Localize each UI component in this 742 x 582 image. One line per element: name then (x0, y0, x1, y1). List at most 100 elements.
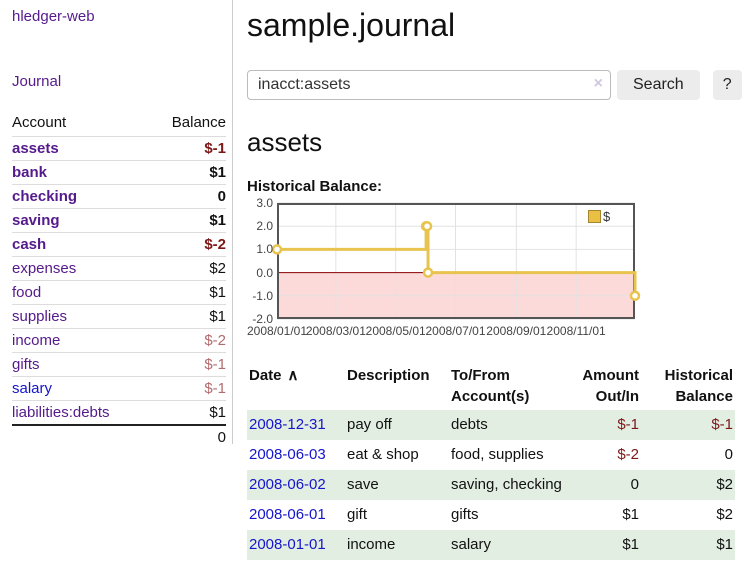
account-link-salary[interactable]: salary (12, 380, 53, 397)
account-link-gifts[interactable]: gifts (12, 356, 40, 373)
clear-search-icon[interactable]: × (593, 75, 603, 92)
register-accounts: salary (451, 536, 492, 553)
account-balance: $1 (149, 400, 226, 425)
account-row: salary $-1 (12, 376, 226, 401)
account-balance: $-2 (149, 328, 226, 353)
legend-label: $ (603, 209, 611, 224)
accounts-total-row: 0 (12, 424, 226, 449)
account-row: liabilities:debts $1 (12, 400, 226, 425)
account-balance: $1 (149, 280, 226, 305)
account-link-income[interactable]: income (12, 332, 61, 349)
account-balance: $1 (149, 160, 226, 185)
data-point-marker (422, 267, 434, 278)
account-balance: $-1 (149, 376, 226, 401)
register-header-accounts: To/From Account(s) (451, 367, 530, 405)
y-axis-tick: 2.0 (256, 219, 273, 234)
y-axis-tick: -1.0 (252, 288, 273, 303)
x-axis-tick: 2008/07/01 (425, 324, 486, 338)
register-header-row: Date ∧ Description To/From Account(s) Amo… (247, 362, 735, 410)
search-input[interactable] (247, 70, 611, 100)
register-header-description: Description (347, 367, 430, 384)
register-table: Date ∧ Description To/From Account(s) Amo… (247, 362, 735, 560)
register-header-balance: Historical Balance (664, 367, 733, 405)
page-title: sample.journal (247, 7, 456, 43)
account-heading: assets (247, 127, 323, 157)
data-point-marker (271, 244, 283, 255)
register-amount: $1 (622, 506, 639, 523)
legend-swatch-icon (588, 210, 601, 223)
register-description: pay off (347, 416, 392, 433)
account-row: expenses $2 (12, 256, 226, 281)
register-description: eat & shop (347, 446, 419, 463)
account-link-expenses[interactable]: expenses (12, 260, 77, 277)
help-button[interactable]: ? (712, 70, 742, 100)
register-body: 2008-12-31 pay off debts $-1 $-1 2008-06-03 ea… (247, 410, 735, 560)
account-link-bank[interactable]: bank (12, 164, 48, 181)
register-date-link[interactable]: 2008-06-01 (249, 506, 326, 523)
chart-plot-area (271, 202, 641, 320)
main-content: sample.journal × Search ? assets Histori… (246, 0, 742, 560)
account-link-cash[interactable]: cash (12, 236, 47, 253)
account-balance: $1 (149, 208, 226, 233)
historical-balance-chart: $ 3.0 2.0 1.0 0.0 -1.0 -2.0 2008/01/01 2008/03/… (246, 196, 739, 345)
account-balance: $-2 (149, 232, 226, 257)
account-row: food $1 (12, 280, 226, 305)
register-amount: $-1 (617, 416, 639, 433)
account-link-liabilities-debts[interactable]: liabilities:debts (12, 404, 110, 421)
register-description: gift (347, 506, 368, 523)
accounts-header-row: Account Balance (12, 111, 226, 137)
account-row: checking 0 (12, 184, 226, 209)
register-accounts: food, supplies (451, 446, 544, 463)
y-axis-tick: 3.0 (256, 196, 273, 210)
account-row: saving $1 (12, 208, 226, 233)
accounts-total-value: 0 (149, 424, 226, 449)
register-header-date[interactable]: Date ∧ (249, 367, 299, 384)
y-axis-tick: 1.0 (256, 242, 273, 257)
register-balance: $1 (716, 536, 733, 553)
x-axis-tick: 2008/09/01 (486, 324, 547, 338)
y-axis-tick: -2.0 (252, 312, 273, 326)
account-balance: $1 (149, 304, 226, 329)
register-row: 2008-01-01 income salary $1 $1 (247, 530, 735, 560)
account-balance: $-1 (149, 352, 226, 377)
account-link-food[interactable]: food (12, 284, 42, 301)
account-row: supplies $1 (12, 304, 226, 329)
account-link-checking[interactable]: checking (12, 188, 78, 205)
register-accounts: gifts (451, 506, 479, 523)
register-date-link[interactable]: 2008-12-31 (249, 416, 326, 433)
register-date-link[interactable]: 2008-06-02 (249, 476, 326, 493)
account-link-assets[interactable]: assets (12, 140, 59, 157)
register-balance: $-1 (711, 416, 733, 433)
app-brand-link[interactable]: hledger-web (12, 8, 95, 25)
register-amount: 0 (630, 476, 639, 493)
register-description: income (347, 536, 396, 553)
register-amount: $1 (622, 536, 639, 553)
y-axis-tick: 0.0 (256, 265, 273, 280)
account-link-supplies[interactable]: supplies (12, 308, 68, 325)
data-point-marker (421, 220, 433, 232)
register-amount: $-2 (617, 446, 639, 463)
chart-border (277, 203, 635, 319)
account-balance: $2 (149, 256, 226, 281)
account-row: income $-2 (12, 328, 226, 353)
x-axis-tick: 2008/05/01 (365, 324, 426, 338)
register-date-link[interactable]: 2008-01-01 (249, 536, 326, 553)
account-link-saving[interactable]: saving (12, 212, 60, 229)
accounts-header-account: Account (12, 114, 67, 131)
account-balance: 0 (149, 184, 226, 209)
register-date-link[interactable]: 2008-06-03 (249, 446, 326, 463)
sort-ascending-icon: ∧ (287, 367, 299, 384)
register-accounts: saving, checking (451, 476, 562, 493)
search-bar: × Search ? (247, 70, 742, 100)
accounts-header-balance: Balance (171, 114, 226, 131)
nav-journal-link[interactable]: Journal (12, 73, 62, 90)
account-row: bank $1 (12, 160, 226, 185)
account-row: cash $-2 (12, 232, 226, 257)
search-button[interactable]: Search (617, 70, 700, 100)
register-balance: $2 (716, 506, 733, 523)
account-row: gifts $-1 (12, 352, 226, 377)
account-balance: $-1 (149, 136, 226, 161)
x-axis-tick: 2008/01/01 (246, 324, 308, 338)
x-axis-tick: 2008/11/01 (546, 324, 606, 338)
chart-title: Historical Balance: (247, 178, 383, 195)
